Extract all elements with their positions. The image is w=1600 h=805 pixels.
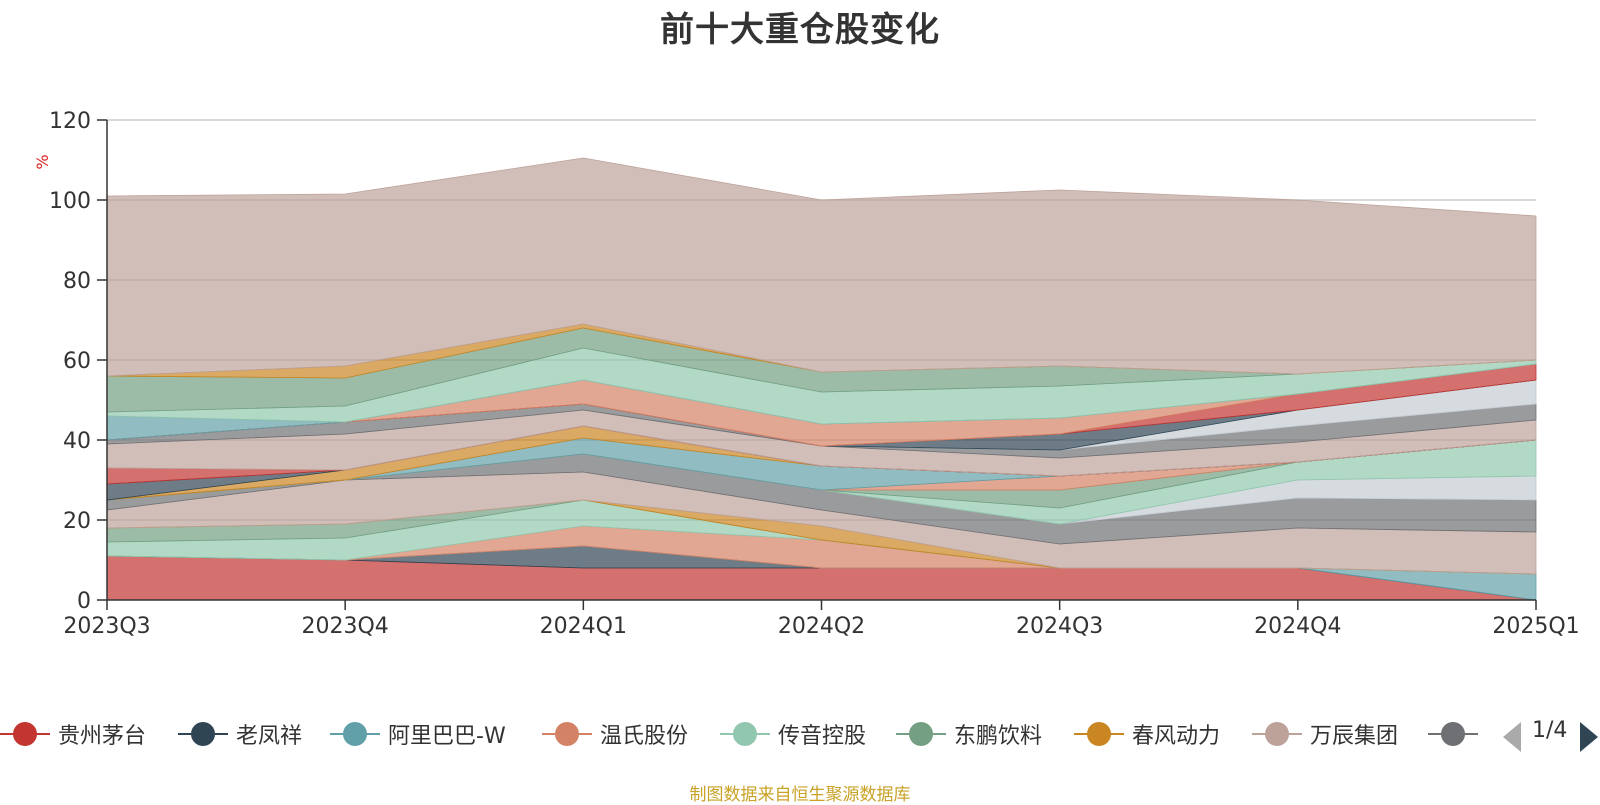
axis-layer: 0 20 40 60 80 100 120 2023Q3 2023Q4 2024Q1 2024Q2 2… (49, 109, 1580, 639)
y-tick-label: 0 (77, 589, 91, 614)
legend: 贵州茅台 老凤祥 阿里巴巴-W 温氏股份 传音控股 东鹏饮料 春风动力 万辰集团 (0, 712, 1600, 756)
legend-label: 阿里巴巴-W (388, 724, 506, 749)
chart-title: 前十大重仓股变化 (660, 10, 940, 50)
legend-label: 贵州茅台 (58, 724, 147, 749)
area-layer (106, 157, 1537, 601)
y-tick-label: 120 (49, 109, 91, 134)
source-note: 制图数据来自恒生聚源数据库 (689, 785, 911, 805)
legend-label: 老凤祥 (236, 724, 303, 749)
y-axis-unit-label: % (33, 154, 52, 169)
x-tick-label: 2024Q1 (540, 614, 627, 639)
y-tick-label: 20 (63, 509, 91, 534)
y-tick-label: 80 (63, 269, 91, 294)
legend-label: 万辰集团 (1310, 724, 1399, 749)
legend-next-page-button[interactable] (1580, 722, 1598, 752)
legend-item[interactable]: 温氏股份 (542, 712, 688, 756)
legend-item[interactable] (1428, 712, 1478, 756)
legend-marker-icon (0, 719, 50, 749)
legend-prev-page-button[interactable] (1503, 722, 1521, 752)
legend-marker-icon (1252, 719, 1302, 749)
legend-marker-icon (720, 719, 770, 749)
legend-item[interactable]: 贵州茅台 (0, 712, 146, 756)
legend-label: 温氏股份 (600, 724, 689, 749)
legend-marker-icon (330, 719, 380, 749)
legend-item[interactable]: 万辰集团 (1252, 712, 1398, 756)
legend-item[interactable]: 老凤祥 (178, 712, 302, 756)
y-tick-label: 100 (49, 189, 91, 214)
legend-marker-icon (896, 719, 946, 749)
y-tick-label: 40 (63, 429, 91, 454)
legend-label: 传音控股 (778, 724, 867, 749)
x-tick-label: 2024Q3 (1016, 614, 1103, 639)
x-tick-label: 2023Q3 (63, 614, 150, 639)
area-series-27[interactable] (106, 157, 1537, 377)
legend-item[interactable]: 阿里巴巴-W (330, 712, 506, 756)
legend-marker-icon (1428, 719, 1478, 749)
legend-marker-icon (1074, 719, 1124, 749)
x-tick-label: 2025Q1 (1492, 614, 1579, 639)
x-tick-label: 2023Q4 (302, 614, 389, 639)
y-tick-label: 60 (63, 349, 91, 374)
legend-item[interactable]: 传音控股 (720, 712, 866, 756)
legend-marker-icon (542, 719, 592, 749)
legend-page-indicator: 1/4 (1532, 718, 1568, 743)
x-tick-label: 2024Q4 (1254, 614, 1341, 639)
x-tick-label: 2024Q2 (778, 614, 865, 639)
legend-marker-icon (178, 719, 228, 749)
legend-label: 东鹏饮料 (954, 724, 1043, 749)
legend-label: 春风动力 (1132, 724, 1221, 749)
legend-item[interactable]: 春风动力 (1074, 712, 1220, 756)
legend-item[interactable]: 东鹏饮料 (896, 712, 1042, 756)
